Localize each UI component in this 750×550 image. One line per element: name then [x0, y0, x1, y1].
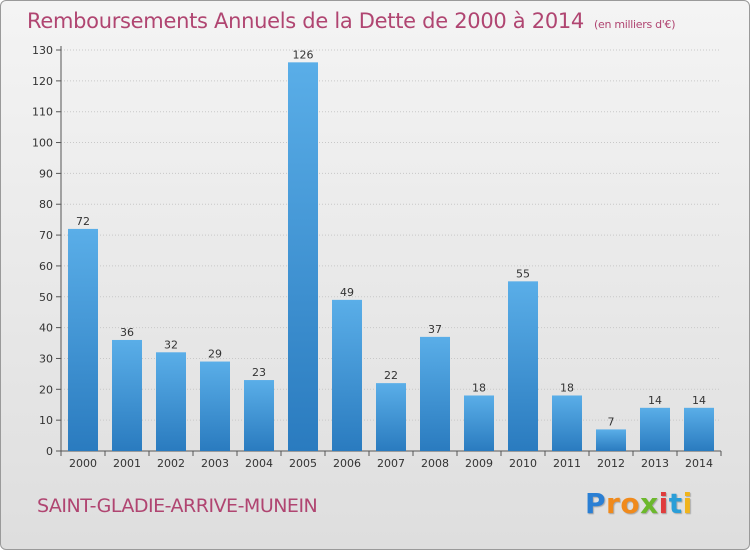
logo-letter: x [640, 487, 659, 520]
y-tick-label: 90 [39, 167, 53, 180]
data-label: 72 [76, 215, 90, 228]
chart-title-text: Remboursements Annuels de la Dette de 20… [27, 9, 584, 33]
bars [68, 62, 714, 451]
y-tick-label: 50 [39, 291, 53, 304]
y-tick-label: 10 [39, 414, 53, 427]
x-tick-label: 2007 [377, 457, 405, 470]
data-label: 126 [293, 48, 314, 61]
x-tick-label: 2014 [685, 457, 713, 470]
y-tick-label: 30 [39, 352, 53, 365]
y-tick-label: 100 [32, 137, 53, 150]
x-tick-label: 2004 [245, 457, 273, 470]
data-label: 32 [164, 338, 178, 351]
bar [112, 339, 142, 451]
proxiti-logo[interactable]: Proxiti [585, 487, 693, 520]
grid-lines [56, 49, 721, 452]
y-tick-label: 110 [32, 106, 53, 119]
x-tick-label: 2013 [641, 457, 669, 470]
bar [508, 281, 538, 451]
data-label: 22 [384, 369, 398, 382]
data-label: 7 [608, 415, 615, 428]
bar [420, 336, 450, 451]
x-tick-label: 2009 [465, 457, 493, 470]
y-tick-label: 40 [39, 322, 53, 335]
x-tick-labels: 2000 2001 2002 2003 2004 2005 2006 2007 2008 2009… [60, 451, 722, 470]
x-tick-label: 2005 [289, 457, 317, 470]
data-label: 49 [340, 286, 354, 299]
data-label: 55 [516, 267, 530, 280]
y-tick-label: 120 [32, 75, 53, 88]
logo-letter: t [668, 487, 683, 520]
bar [244, 380, 274, 451]
chart-title: Remboursements Annuels de la Dette de 20… [27, 9, 675, 33]
y-tick-label: 70 [39, 229, 53, 242]
x-tick-label: 2012 [597, 457, 625, 470]
x-tick-label: 2000 [69, 457, 97, 470]
x-tick-label: 2011 [553, 457, 581, 470]
x-tick-label: 2010 [509, 457, 537, 470]
data-label: 14 [692, 394, 706, 407]
logo-letter: i [658, 487, 669, 520]
commune-name: SAINT-GLADIE-ARRIVE-MUNEIN [37, 495, 318, 517]
data-labels: 72 36 32 29 23 126 49 22 37 18 55 18 7 14 14 [76, 48, 706, 428]
data-label: 36 [120, 326, 134, 339]
bar [332, 299, 362, 451]
bar [640, 407, 670, 451]
logo-letter: P [585, 487, 607, 520]
x-tick-label: 2008 [421, 457, 449, 470]
x-tick-label: 2006 [333, 457, 361, 470]
logo-letter: o [620, 487, 641, 520]
bar [596, 429, 626, 451]
bar [200, 361, 230, 451]
y-tick-label: 0 [46, 445, 53, 458]
y-tick-label: 20 [39, 383, 53, 396]
logo-letter: i [682, 487, 693, 520]
y-tick-label: 80 [39, 198, 53, 211]
x-tick-label: 2003 [201, 457, 229, 470]
x-tick-label: 2001 [113, 457, 141, 470]
data-label: 29 [208, 348, 222, 361]
data-label: 37 [428, 323, 442, 336]
data-label: 18 [560, 381, 574, 394]
bar [288, 62, 318, 451]
bar [68, 228, 98, 451]
y-tick-label: 60 [39, 260, 53, 273]
bar [464, 395, 494, 451]
bar [376, 383, 406, 451]
logo-letter: r [606, 487, 621, 520]
unit-note: (en milliers d'€) [594, 18, 676, 31]
data-label: 23 [252, 366, 266, 379]
y-tick-label: 130 [32, 44, 53, 57]
x-tick-label: 2002 [157, 457, 185, 470]
data-label: 14 [648, 394, 662, 407]
bar [156, 352, 186, 451]
bar [552, 395, 582, 451]
data-label: 18 [472, 381, 486, 394]
y-tick-labels: 0 10 20 30 40 50 60 70 80 90 100 110 120 130 [32, 44, 53, 458]
bar [684, 407, 714, 451]
